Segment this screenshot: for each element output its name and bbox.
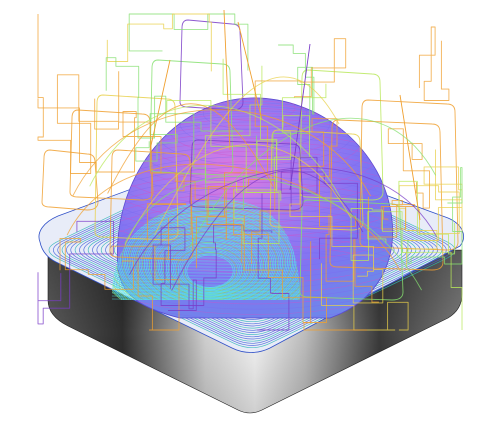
dome-slice <box>117 239 393 318</box>
plunge-move <box>399 94 421 221</box>
linking-loop <box>299 69 384 201</box>
arc-link <box>89 104 341 199</box>
finishing-scanline <box>111 280 300 284</box>
finishing-pass <box>172 244 248 294</box>
rapid-move <box>350 180 456 261</box>
finishing-pass <box>137 217 283 300</box>
finishing-pass <box>118 202 300 300</box>
finishing-scanline <box>111 286 300 290</box>
rapid-move <box>418 26 450 101</box>
linking-loop <box>41 149 99 211</box>
dome-slice <box>117 182 393 305</box>
arc-link <box>128 167 437 276</box>
dome-slice <box>117 197 393 318</box>
finishing-pass <box>171 243 249 294</box>
dome-slice <box>117 228 393 318</box>
rapid-move <box>94 98 243 263</box>
rapid-move <box>37 220 115 325</box>
arc-link <box>124 175 422 291</box>
linking-loop <box>359 99 459 251</box>
finishing-scanline <box>111 298 300 300</box>
arc-link <box>66 163 401 272</box>
finishing-scanline <box>111 292 300 296</box>
rapid-move <box>303 241 368 331</box>
rapid-move <box>195 38 347 269</box>
arc-link <box>72 109 371 197</box>
finishing-scanline <box>111 229 300 233</box>
rapid-move <box>166 58 280 244</box>
plunge-move <box>237 21 263 121</box>
rapid-move <box>111 218 180 331</box>
finishing-passes <box>111 199 300 300</box>
dome-slice <box>117 187 393 310</box>
rapid-move <box>289 157 384 304</box>
finishing-scanline <box>111 277 300 281</box>
finishing-pass <box>167 240 253 296</box>
rapid-move <box>152 244 197 311</box>
rapid-move <box>105 57 243 139</box>
rapid-move <box>368 196 416 238</box>
rapid-move <box>37 14 120 174</box>
dome-slice <box>117 249 393 318</box>
rapid-move <box>256 83 327 201</box>
rapid-move <box>37 98 187 242</box>
rapid-move <box>160 224 273 306</box>
linking-loop <box>329 119 444 271</box>
linking-loop <box>149 59 234 176</box>
rapid-move <box>367 211 463 330</box>
rapid-move <box>157 178 276 241</box>
plunge-move <box>289 43 311 191</box>
rapid-move <box>135 113 257 210</box>
arc-link <box>124 144 352 246</box>
arc-link <box>188 117 437 249</box>
rapid-moves <box>37 9 463 331</box>
rapid-move <box>233 188 327 323</box>
dome-slice <box>117 218 393 318</box>
rapid-move <box>325 214 379 303</box>
rapid-move <box>320 263 409 331</box>
plunge-move <box>149 59 171 151</box>
rapid-move <box>407 167 463 265</box>
rapid-move <box>128 13 249 71</box>
linking-loop <box>69 109 154 201</box>
rapid-move <box>387 128 430 209</box>
finishing-pass <box>145 223 275 300</box>
dome-slice <box>202 97 308 131</box>
linking-loop <box>189 139 304 211</box>
linking-loop <box>269 129 364 231</box>
arc-link <box>107 103 274 194</box>
rapid-move <box>204 65 310 193</box>
rapid-move <box>59 237 134 290</box>
linking-loop <box>94 94 179 241</box>
finishing-scanline <box>111 289 300 293</box>
dome-slice <box>117 150 393 274</box>
linking-loop <box>109 149 194 261</box>
finishing-scanline <box>111 226 300 230</box>
dome-slice <box>117 202 393 318</box>
rapid-move <box>106 13 212 72</box>
finishing-pass <box>157 232 263 300</box>
rapid-move <box>257 193 290 331</box>
plunge-move <box>223 9 231 151</box>
finishing-scanline <box>111 283 300 287</box>
